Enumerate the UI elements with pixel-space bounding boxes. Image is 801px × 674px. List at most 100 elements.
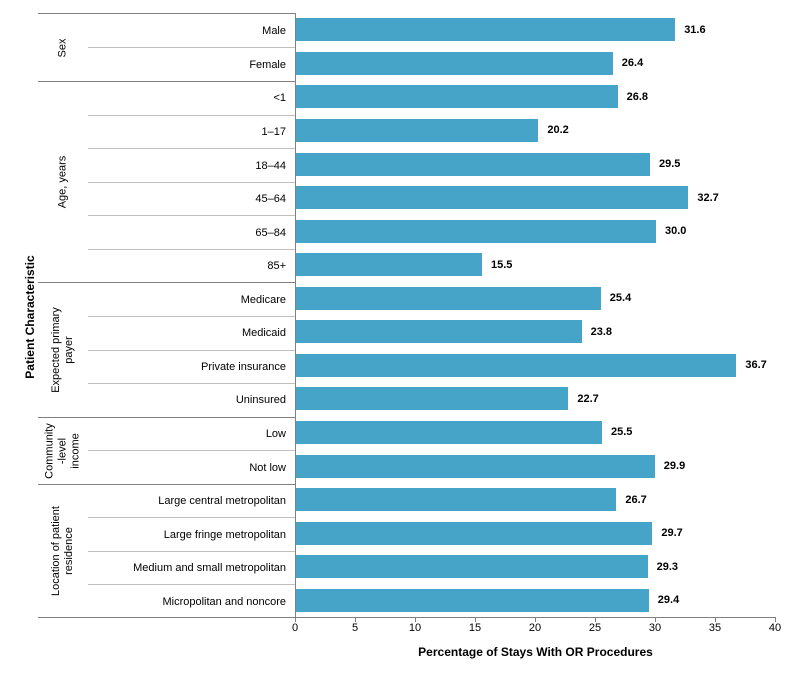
tick-label: 35	[708, 622, 722, 634]
bar	[296, 18, 676, 42]
tick-label: 20	[528, 622, 542, 634]
tick-mark	[415, 618, 416, 622]
group-label-line: Expected primary	[50, 307, 63, 393]
value-label: 31.6	[684, 23, 706, 36]
group-label: Sex	[57, 38, 70, 57]
value-label: 26.8	[626, 90, 649, 103]
tick-label: 5	[351, 622, 359, 634]
bar	[296, 118, 539, 142]
group-label-cell: Sex	[38, 14, 88, 81]
category-label: Medicaid	[88, 316, 295, 350]
category-label: 1–17	[88, 114, 295, 149]
bar	[296, 85, 618, 109]
category-column: Large central metropolitan Large fringe m…	[88, 485, 295, 618]
value-label: 29.7	[661, 527, 683, 540]
group-label-line: residence	[63, 527, 75, 576]
tick-label: 15	[468, 622, 482, 634]
y-axis-line	[295, 13, 296, 621]
category-label: Medium and small metropolitan	[88, 550, 295, 585]
value-label: 36.7	[745, 359, 767, 372]
category-label: Micropolitan and noncore	[88, 584, 295, 618]
group-label: Age, years	[57, 156, 70, 209]
category-label: Uninsured	[88, 383, 295, 417]
bar	[296, 454, 655, 478]
category-label: <1	[273, 92, 286, 105]
bar	[296, 186, 689, 210]
tick-mark	[595, 618, 596, 622]
group-label-cell: Age, years	[38, 82, 88, 282]
group-label-cell: Expected primary payer	[38, 283, 88, 416]
bar	[296, 588, 649, 612]
group-label-line: income	[69, 432, 82, 469]
bar	[296, 253, 482, 277]
tick-label: 10	[408, 622, 422, 634]
bar	[296, 555, 648, 579]
tick-mark	[355, 618, 356, 622]
category-column: Medicare Medicaid Private insurance Uninsur…	[88, 283, 295, 416]
value-label: 25.4	[609, 292, 632, 305]
category-label: Large central metropolitan	[158, 495, 286, 508]
category-label: 65–84	[88, 215, 295, 249]
value-label: 29.9	[663, 459, 686, 472]
group-label: Community -level income	[44, 423, 83, 479]
bar	[296, 353, 737, 377]
category-label: Low	[265, 427, 286, 440]
bar	[296, 521, 653, 545]
group-row: Expected primary payer Medicare Medicaid Pri…	[38, 282, 295, 416]
y-axis-title: Patient Characteristic	[23, 255, 37, 379]
tick-label: 25	[588, 622, 602, 634]
bar	[296, 488, 617, 512]
tick-label: 40	[768, 622, 782, 634]
group-label-line: Community	[43, 422, 56, 479]
group-label-line: payer	[63, 336, 75, 364]
group-label-cell: Location of patient residence	[38, 485, 88, 618]
bar	[296, 286, 601, 310]
tick-label: 0	[291, 622, 299, 634]
value-label: 25.5	[611, 426, 633, 439]
category-label: 45–64	[88, 181, 295, 216]
group-label-line: -level	[56, 437, 69, 464]
bar	[296, 320, 582, 344]
tick-mark	[535, 618, 536, 622]
group-row: Sex Male Female	[38, 14, 295, 81]
category-column: <1 1–17 18–44 45–64 65–84 85+	[88, 82, 295, 282]
category-column: Low Not low	[88, 418, 295, 484]
x-axis-title: Percentage of Stays With OR Procedures	[418, 645, 653, 659]
value-label: 20.2	[547, 124, 569, 137]
bar	[296, 420, 602, 444]
group-label-line: Sex	[56, 38, 69, 58]
group-label: Location of patient residence	[50, 506, 76, 596]
category-label: Male	[262, 24, 286, 37]
bar	[296, 219, 656, 243]
category-label: Not low	[88, 450, 295, 484]
value-label: 29.5	[659, 157, 681, 170]
group-row: Age, years <1 1–17 18–44 45–64 65–84 85+	[38, 81, 295, 282]
category-column: Male Female	[88, 14, 295, 81]
value-label: 22.7	[577, 392, 599, 405]
category-label: 18–44	[88, 148, 295, 182]
value-label: 32.7	[697, 191, 719, 204]
plot-area: 31.6 26.4 26.8 20.2 29.5 32.7 30.0 15.5 25.4 23.8…	[296, 13, 801, 617]
value-label: 29.4	[657, 594, 680, 607]
group-label-cell: Community -level income	[38, 418, 88, 484]
category-label: Medicare	[240, 293, 286, 306]
value-label: 26.7	[625, 493, 647, 506]
bar	[296, 387, 569, 411]
group-row: Location of patient residence Large centra…	[38, 483, 295, 618]
value-label: 29.3	[656, 560, 679, 573]
bar	[296, 51, 613, 75]
bar	[296, 152, 650, 176]
category-label: Large fringe metropolitan	[88, 517, 295, 551]
x-axis-line	[38, 617, 776, 618]
category-label: 85+	[88, 248, 295, 283]
tick-mark	[475, 618, 476, 622]
tick-mark	[655, 618, 656, 622]
category-label: Private insurance	[88, 349, 295, 384]
value-label: 15.5	[491, 258, 513, 271]
tick-mark	[715, 618, 716, 622]
group-label-line: Location of patient	[50, 506, 63, 597]
group-row: Community -level income Low Not low	[38, 416, 295, 484]
group-label-line: Age, years	[56, 155, 69, 209]
tick-mark	[775, 618, 776, 622]
